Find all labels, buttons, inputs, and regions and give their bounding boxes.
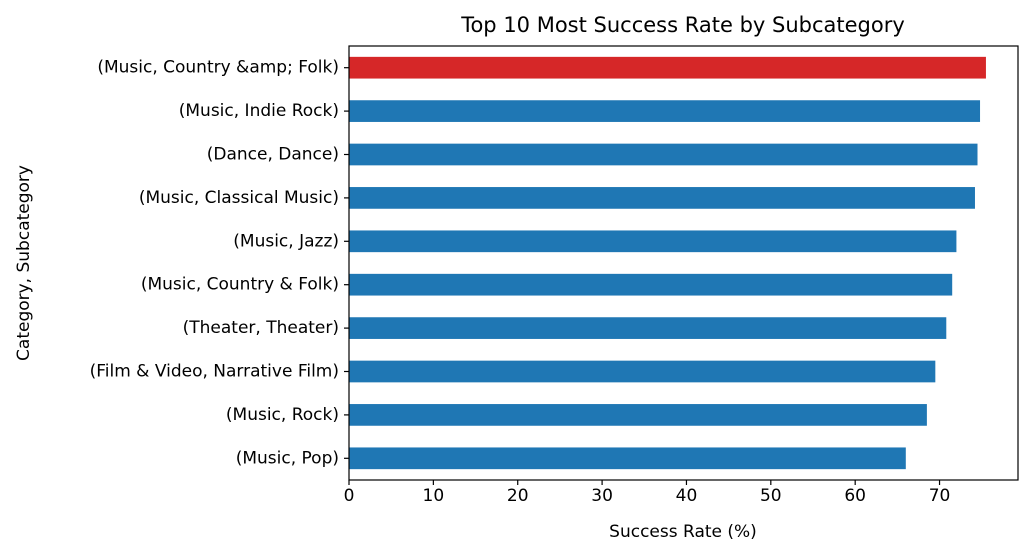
y-axis-label: Category, Subcategory bbox=[14, 165, 34, 361]
x-tick-label: 20 bbox=[507, 486, 529, 506]
y-tick-label: (Music, Jazz) bbox=[233, 231, 339, 251]
chart-title: Top 10 Most Success Rate by Subcategory bbox=[460, 13, 905, 37]
y-tick-label: (Music, Indie Rock) bbox=[179, 101, 339, 121]
bars-layer bbox=[349, 56, 986, 470]
bar bbox=[349, 56, 986, 79]
bar bbox=[349, 187, 975, 209]
bar bbox=[349, 230, 957, 253]
x-axis-ticks: 0 10 20 30 40 50 60 70 bbox=[344, 480, 951, 506]
bar bbox=[349, 317, 947, 339]
bar bbox=[349, 360, 936, 383]
x-tick-label: 40 bbox=[676, 486, 698, 506]
bar bbox=[349, 447, 906, 470]
y-tick-label: (Music, Country & Folk) bbox=[141, 275, 339, 295]
y-axis-ticks: (Music, Country &amp; Folk) (Music, Indie… bbox=[90, 58, 349, 468]
bar bbox=[349, 100, 981, 122]
bar bbox=[349, 143, 978, 166]
y-tick-label: (Music, Rock) bbox=[226, 405, 339, 425]
x-tick-label: 30 bbox=[591, 486, 613, 506]
x-tick-label: 70 bbox=[929, 486, 951, 506]
y-tick-label: (Music, Country &amp; Folk) bbox=[97, 58, 339, 78]
y-tick-label: (Dance, Dance) bbox=[207, 145, 339, 165]
x-tick-label: 0 bbox=[344, 486, 355, 506]
plot-frame bbox=[348, 45, 1019, 481]
x-axis-label: Success Rate (%) bbox=[609, 522, 757, 542]
y-tick-label: (Music, Classical Music) bbox=[139, 188, 339, 208]
x-tick-label: 10 bbox=[423, 486, 445, 506]
y-tick-label: (Film & Video, Narrative Film) bbox=[90, 362, 339, 382]
x-tick-label: 50 bbox=[760, 486, 782, 506]
bar bbox=[349, 404, 927, 426]
x-tick-label: 60 bbox=[844, 486, 866, 506]
bar bbox=[349, 273, 953, 296]
y-tick-label: (Theater, Theater) bbox=[183, 318, 339, 338]
y-tick-label: (Music, Pop) bbox=[236, 448, 339, 468]
